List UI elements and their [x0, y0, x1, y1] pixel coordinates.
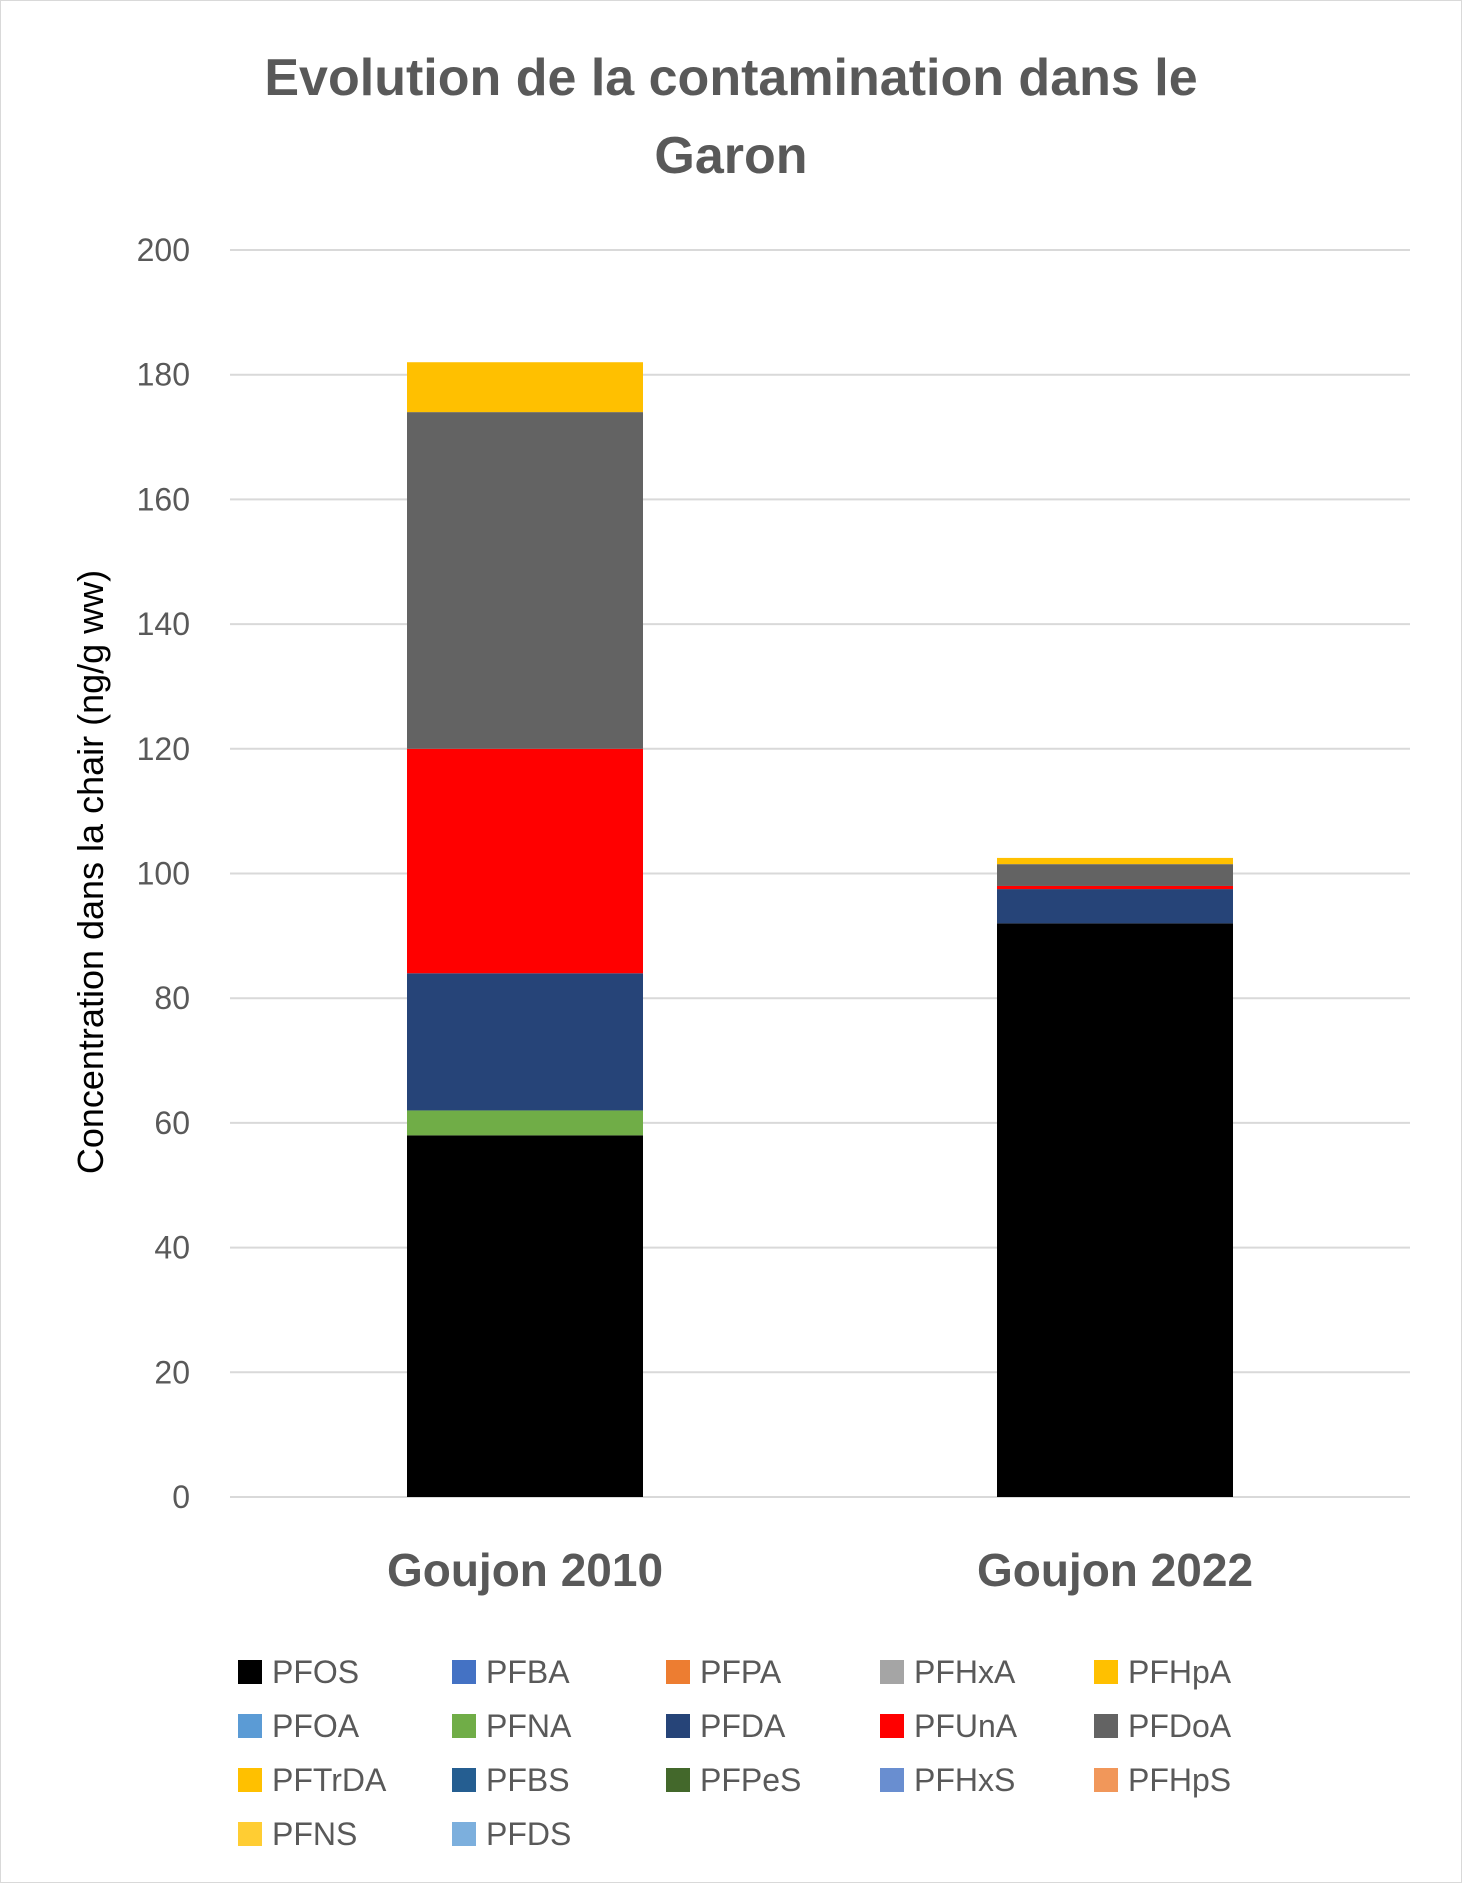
- legend-label: PFDoA: [1128, 1708, 1232, 1744]
- legend-label: PFHxS: [914, 1762, 1015, 1798]
- y-tick-label: 200: [137, 232, 190, 268]
- legend-swatch: [1094, 1768, 1118, 1792]
- bar-segment-pfdoa-1: [997, 864, 1233, 886]
- legend-item-pfhpa: PFHpA: [1094, 1654, 1232, 1690]
- bars: [407, 362, 1233, 1497]
- y-tick-label: 160: [137, 481, 190, 517]
- legend-label: PFOA: [272, 1708, 360, 1744]
- legend-label: PFNS: [272, 1816, 357, 1852]
- legend-label: PFBS: [486, 1762, 570, 1798]
- y-tick-label: 20: [154, 1354, 190, 1390]
- x-category-label: Goujon 2010: [387, 1544, 663, 1596]
- y-tick-label: 100: [137, 856, 190, 892]
- legend-item-pfna: PFNA: [452, 1708, 572, 1744]
- bar-segment-pfda-0: [407, 973, 643, 1111]
- legend-item-pfpes: PFPeS: [666, 1762, 801, 1798]
- legend-swatch: [238, 1660, 262, 1684]
- legend: PFOS PFBA PFPA PFHxA PFHpA PFOA PFNA PFDA PFUnA P…: [238, 1654, 1232, 1852]
- y-tick-label: 140: [137, 606, 190, 642]
- legend-swatch: [452, 1822, 476, 1846]
- legend-swatch: [666, 1714, 690, 1738]
- legend-swatch: [880, 1768, 904, 1792]
- bar-segment-pftrda-1: [997, 857, 1233, 865]
- legend-swatch: [452, 1768, 476, 1792]
- legend-swatch: [238, 1714, 262, 1738]
- legend-label: PFUnA: [914, 1708, 1018, 1744]
- legend-label: PFHxA: [914, 1654, 1016, 1690]
- legend-swatch: [452, 1714, 476, 1738]
- bar-segment-pfos-1: [997, 923, 1233, 1497]
- x-axis-categories: Goujon 2010 Goujon 2022: [387, 1544, 1253, 1596]
- y-tick-label: 80: [154, 980, 190, 1016]
- legend-swatch: [238, 1768, 262, 1792]
- legend-item-pfhps: PFHpS: [1094, 1762, 1231, 1798]
- y-tick-label: 180: [137, 357, 190, 393]
- legend-label: PFNA: [486, 1708, 572, 1744]
- legend-swatch: [452, 1660, 476, 1684]
- legend-item-pfda: PFDA: [666, 1708, 786, 1744]
- bar-segment-pftrda-0: [407, 362, 643, 413]
- legend-item-pfbs: PFBS: [452, 1762, 570, 1798]
- legend-item-pfba: PFBA: [452, 1654, 570, 1690]
- bar-segment-pfos-0: [407, 1135, 643, 1497]
- legend-label: PFPeS: [700, 1762, 801, 1798]
- x-category-label: Goujon 2022: [977, 1544, 1253, 1596]
- y-axis-label: Concentration dans la chair (ng/g ww): [70, 570, 111, 1174]
- legend-swatch: [880, 1714, 904, 1738]
- legend-swatch: [880, 1660, 904, 1684]
- legend-item-pfuna: PFUnA: [880, 1708, 1018, 1744]
- y-tick-label: 120: [137, 731, 190, 767]
- legend-label: PFDS: [486, 1816, 571, 1852]
- legend-item-pftrda: PFTrDA: [238, 1762, 387, 1798]
- legend-item-pfns: PFNS: [238, 1816, 357, 1852]
- y-tick-label: 40: [154, 1230, 190, 1266]
- legend-label: PFBA: [486, 1654, 570, 1690]
- legend-item-pfoa: PFOA: [238, 1708, 360, 1744]
- legend-item-pfpa: PFPA: [666, 1654, 782, 1690]
- legend-label: PFOS: [272, 1654, 359, 1690]
- legend-swatch: [1094, 1714, 1118, 1738]
- bar-segment-pfdoa-0: [407, 412, 643, 749]
- bar-segment-pfuna-1: [997, 885, 1233, 890]
- legend-label: PFPA: [700, 1654, 782, 1690]
- y-tick-label: 60: [154, 1105, 190, 1141]
- legend-swatch: [1094, 1660, 1118, 1684]
- legend-label: PFHpS: [1128, 1762, 1231, 1798]
- legend-swatch: [238, 1822, 262, 1846]
- bar-segment-pfna-0: [407, 1110, 643, 1136]
- legend-label: PFTrDA: [272, 1762, 387, 1798]
- legend-item-pfdoa: PFDoA: [1094, 1708, 1232, 1744]
- chart-title: Evolution de la contamination dans le Ga…: [264, 49, 1197, 185]
- legend-swatch: [666, 1768, 690, 1792]
- legend-swatch: [666, 1660, 690, 1684]
- chart-title-line-2: Garon: [654, 127, 807, 185]
- y-axis-ticks: 0 20 40 60 80 100 120 140 160 180 200: [137, 232, 190, 1515]
- legend-label: PFHpA: [1128, 1654, 1232, 1690]
- legend-item-pfos: PFOS: [238, 1654, 359, 1690]
- legend-item-pfhxs: PFHxS: [880, 1762, 1015, 1798]
- legend-item-pfds: PFDS: [452, 1816, 571, 1852]
- y-tick-label: 0: [172, 1479, 190, 1515]
- legend-item-pfhxa: PFHxA: [880, 1654, 1016, 1690]
- chart-title-line-1: Evolution de la contamination dans le: [264, 49, 1197, 107]
- bar-segment-pfuna-0: [407, 748, 643, 974]
- legend-label: PFDA: [700, 1708, 786, 1744]
- bar-segment-pfda-1: [997, 889, 1233, 924]
